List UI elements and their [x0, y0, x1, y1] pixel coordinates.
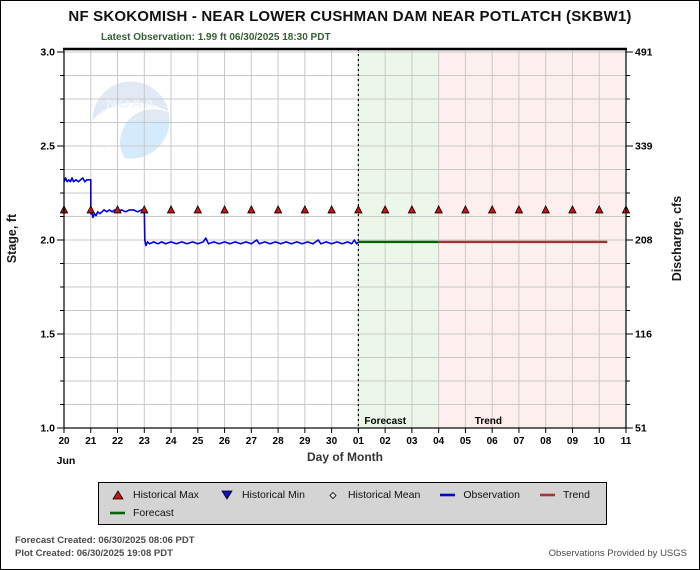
forecast-region-label: Forecast — [364, 416, 406, 427]
y-right-tick-labels: 491 339 208 116 51 — [635, 47, 653, 435]
legend: Historical Max Historical Min Historical M… — [98, 482, 607, 525]
svg-text:NOAA: NOAA — [106, 95, 156, 112]
svg-text:08: 08 — [540, 436, 552, 447]
forecast-region — [358, 49, 439, 428]
svg-text:25: 25 — [192, 436, 204, 447]
svg-text:1.5: 1.5 — [40, 329, 55, 341]
legend-item-forecast: Forecast — [109, 507, 174, 519]
trend-region — [438, 49, 626, 428]
svg-text:22: 22 — [112, 436, 124, 447]
svg-text:2.5: 2.5 — [40, 141, 55, 153]
legend-item-trend: Trend — [539, 489, 590, 501]
svg-text:2.0: 2.0 — [40, 235, 55, 247]
svg-text:09: 09 — [567, 436, 579, 447]
svg-text:28: 28 — [273, 436, 285, 447]
legend-label: Forecast — [133, 507, 174, 519]
usgs-credit-text: Observations Provided by USGS — [548, 548, 687, 559]
svg-text:23: 23 — [139, 436, 151, 447]
triangle-down-icon — [221, 490, 233, 500]
legend-item-observation: Observation — [439, 489, 520, 501]
line-icon — [539, 493, 555, 497]
svg-text:26: 26 — [219, 436, 231, 447]
svg-text:20: 20 — [58, 436, 70, 447]
svg-text:11: 11 — [621, 436, 632, 447]
legend-row-1: Historical Max Historical Min Historical M… — [109, 486, 596, 504]
triangle-up-icon — [112, 490, 124, 500]
svg-text:1.0: 1.0 — [40, 423, 55, 435]
x-axis-title: Day of Month — [307, 450, 383, 464]
legend-label: Historical Min — [241, 489, 305, 501]
svg-text:05: 05 — [460, 436, 472, 447]
month-label: Jun — [57, 455, 76, 467]
svg-text:3.0: 3.0 — [40, 47, 55, 59]
svg-text:07: 07 — [513, 436, 525, 447]
plot-created-text: Plot Created: 06/30/2025 19:08 PDT — [15, 548, 173, 559]
legend-label: Historical Max — [133, 489, 199, 501]
latest-observation-text: Latest Observation: 1.99 ft 06/30/2025 1… — [101, 32, 331, 43]
noaa-logo-watermark: NOAA — [92, 81, 170, 159]
axis-ticks — [57, 51, 633, 433]
svg-text:04: 04 — [433, 436, 445, 447]
trend-region-label: Trend — [475, 416, 502, 427]
svg-text:339: 339 — [635, 141, 653, 153]
diamond-icon — [329, 491, 337, 500]
line-icon — [110, 511, 125, 515]
svg-text:03: 03 — [406, 436, 418, 447]
line-icon — [440, 493, 456, 497]
svg-text:02: 02 — [380, 436, 392, 447]
gridlines — [64, 49, 626, 429]
legend-label: Observation — [463, 489, 520, 501]
svg-text:29: 29 — [299, 436, 311, 447]
x-tick-labels: 20 21 22 23 24 25 26 27 28 29 30 01 02 03 04 05 06 07 08 09… — [58, 436, 631, 447]
forecast-created-text: Forecast Created: 06/30/2025 08:06 PDT — [15, 535, 195, 546]
y-axis-right-title: Discharge, cfs — [670, 196, 684, 282]
observation-line — [63, 177, 359, 247]
svg-text:208: 208 — [635, 235, 653, 247]
svg-text:01: 01 — [353, 436, 365, 447]
legend-row-2: Forecast — [109, 504, 596, 522]
legend-item-historical-max: Historical Max — [109, 489, 199, 501]
page-title: NF SKOKOMISH - NEAR LOWER CUSHMAN DAM NE… — [68, 8, 632, 25]
y-left-tick-labels: 3.0 2.5 2.0 1.5 1.0 — [40, 47, 55, 435]
legend-item-historical-mean: Historical Mean — [324, 489, 420, 501]
y-axis-left-title: Stage, ft — [5, 213, 19, 263]
svg-text:116: 116 — [635, 329, 652, 341]
legend-label: Trend — [562, 489, 590, 501]
legend-label: Historical Mean — [347, 489, 421, 501]
svg-text:10: 10 — [594, 436, 606, 447]
svg-text:30: 30 — [326, 436, 338, 447]
svg-text:27: 27 — [246, 436, 258, 447]
svg-text:06: 06 — [487, 436, 499, 447]
legend-item-historical-min: Historical Min — [218, 489, 305, 501]
svg-text:21: 21 — [85, 436, 97, 447]
historical-max-markers — [59, 205, 631, 214]
svg-text:24: 24 — [165, 436, 177, 447]
svg-text:491: 491 — [635, 47, 653, 59]
svg-text:51: 51 — [635, 423, 647, 435]
